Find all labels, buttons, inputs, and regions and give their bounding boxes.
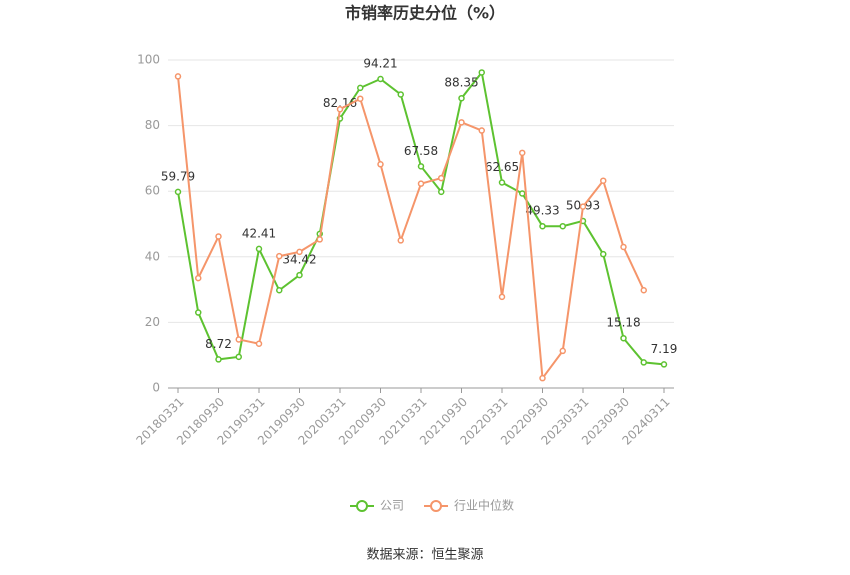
point: [235, 353, 242, 361]
point: [255, 245, 263, 253]
point: [519, 190, 526, 197]
point: [235, 336, 242, 343]
point: [174, 188, 182, 196]
point: [397, 91, 404, 98]
y-tick-label: 20: [145, 315, 160, 329]
point: [316, 236, 323, 243]
point: [519, 149, 526, 157]
point: [195, 274, 202, 282]
source: 数据来源：恒生聚源: [366, 548, 483, 563]
point: [296, 248, 303, 256]
point: [478, 69, 485, 76]
y-tick-label: 80: [145, 118, 160, 132]
point: [579, 203, 587, 210]
data-label: 94.21: [363, 56, 397, 70]
legend-marker: [430, 500, 443, 512]
point: [215, 233, 222, 240]
point: [195, 309, 202, 316]
point: [478, 127, 485, 134]
point: [600, 250, 607, 258]
point: [498, 179, 506, 186]
legend-marker: [356, 500, 368, 512]
point: [498, 293, 506, 301]
point: [600, 177, 607, 184]
data-label: 67.58: [404, 144, 438, 158]
point: [336, 105, 344, 113]
y-tick-label: 100: [137, 53, 160, 67]
data-label: 82.16: [323, 96, 357, 110]
point: [458, 94, 465, 102]
series-line: [177, 76, 645, 381]
data-label: 62.65: [485, 160, 519, 174]
y-tick-label: 0: [152, 381, 160, 395]
y-tick-label: 60: [145, 184, 160, 198]
point: [276, 287, 283, 294]
point: [559, 222, 566, 230]
legend-label: 行业中位数: [454, 498, 514, 513]
point: [276, 252, 283, 260]
data-label: 49.33: [525, 204, 559, 218]
data-label: 59.79: [161, 169, 195, 183]
y-tick-label: 40: [145, 249, 160, 263]
point: [620, 243, 627, 251]
point: [539, 374, 546, 382]
data-label: 42.41: [242, 226, 276, 240]
series-line: [177, 70, 665, 366]
point: [438, 188, 445, 196]
point: [377, 75, 384, 83]
point: [397, 237, 404, 244]
point: [640, 287, 647, 294]
point: [255, 340, 263, 347]
point: [640, 359, 647, 366]
point: [539, 222, 546, 230]
data-label: 15.18: [606, 316, 640, 330]
point: [660, 361, 668, 368]
point: [174, 73, 182, 80]
point: [377, 161, 384, 168]
point: [417, 163, 425, 170]
point: [620, 334, 627, 342]
point: [458, 119, 465, 126]
point: [438, 174, 445, 182]
point: [296, 271, 303, 279]
legend-label: 公司: [380, 499, 404, 513]
point: [417, 180, 425, 187]
data-label: 88.35: [444, 76, 478, 90]
point: [559, 347, 566, 355]
data-label: 8.72: [205, 337, 232, 351]
point: [357, 84, 364, 92]
chart-title: 市销率历史分位（%）: [345, 4, 505, 23]
point: [357, 95, 364, 102]
data-label: 7.19: [651, 342, 678, 356]
point: [215, 356, 222, 363]
data-label: 34.42: [282, 253, 316, 267]
